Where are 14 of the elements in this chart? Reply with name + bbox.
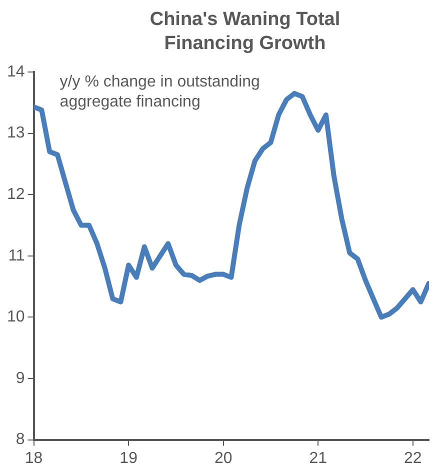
y-tick-label: 14 [7, 63, 25, 80]
y-tick-label: 10 [7, 308, 25, 326]
y-tick-label: 12 [7, 186, 25, 204]
x-tick-label: 18 [24, 450, 43, 467]
y-tick-label: 13 [7, 124, 25, 142]
y-tick-label: 11 [8, 247, 25, 264]
chart-title: China's Waning Total Financing Growth [148, 8, 342, 56]
x-tick-label: 20 [214, 450, 232, 467]
x-tick-label: 22 [404, 450, 422, 467]
annotation: y/y % change in outstanding aggregate financing [60, 73, 260, 110]
y-tick-label: 8 [16, 431, 25, 448]
x-tick-label: 19 [120, 450, 138, 467]
x-tick-label: 21 [309, 450, 328, 467]
y-tick-label: 9 [16, 370, 25, 387]
